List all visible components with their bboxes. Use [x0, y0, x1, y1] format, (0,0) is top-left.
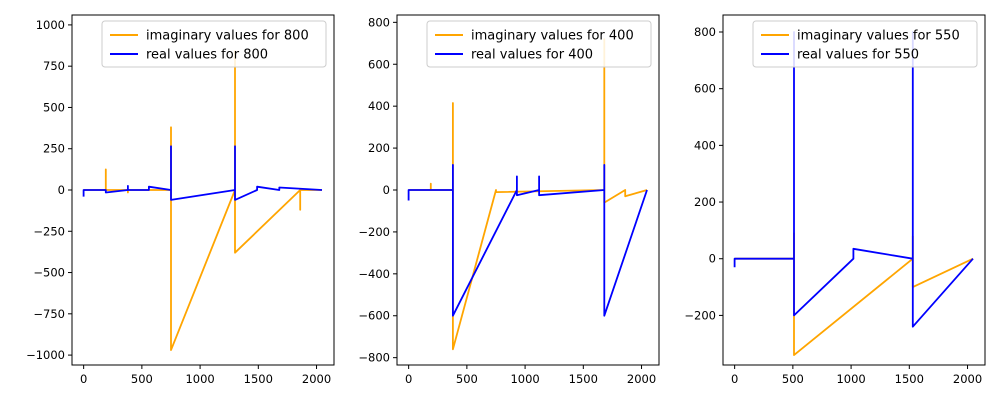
y-tick-label: −800	[358, 351, 390, 365]
legend-label: real values for 400	[471, 48, 593, 63]
y-tick-label: 800	[694, 25, 716, 39]
legend-box	[101, 20, 327, 68]
series-line-real	[82, 145, 323, 201]
legend-box	[426, 20, 652, 68]
legend: imaginary values for 800 real values for …	[101, 20, 327, 68]
axes-frame	[722, 14, 986, 366]
legend-label: real values for 800	[146, 48, 268, 63]
legend: imaginary values for 550 real values for …	[752, 20, 978, 68]
x-tick-label: 0	[731, 372, 738, 386]
y-tick-label: 1000	[36, 18, 65, 32]
plot-area	[82, 50, 323, 352]
chart-panel-3: 0 500 1000 1500 2000 −200 0 200 400 600 800 imagina…	[684, 14, 986, 386]
legend-label: imaginary values for 800	[146, 29, 309, 44]
y-tick-label: 750	[43, 59, 65, 73]
y-tick-label: 500	[43, 100, 65, 114]
chart-panel-1: 0 500 1000 1500 2000 −1000 −750 −500 −250 0 250 500…	[26, 14, 335, 386]
y-tick-label: 200	[368, 141, 390, 155]
series-line-real	[733, 31, 974, 328]
y-tick-label: 600	[368, 57, 390, 71]
x-tick-label: 0	[405, 372, 412, 386]
x-tick-label: 2000	[627, 372, 656, 386]
series-line-imaginary	[408, 38, 648, 351]
x-tick-label: 0	[80, 372, 87, 386]
x-tick-label: 1500	[569, 372, 598, 386]
y-tick-label: 400	[694, 138, 716, 152]
y-tick-label: 0	[383, 183, 390, 197]
y-tick-label: −250	[33, 224, 65, 238]
x-tick-label: 1000	[185, 372, 214, 386]
legend-box	[752, 20, 978, 68]
x-tick-label: 1000	[510, 372, 539, 386]
chart-panel-2: 0 500 1000 1500 2000 −800 −600 −400 −200 0 200 400 6…	[358, 14, 660, 386]
plot-area	[407, 38, 648, 351]
y-tick-label: −400	[358, 267, 390, 281]
y-tick-label: 400	[368, 99, 390, 113]
y-tick-label: −500	[33, 266, 65, 280]
y-tick-label: 250	[43, 142, 65, 156]
y-tick-label: 0	[58, 183, 65, 197]
x-tick-label: 2000	[302, 372, 331, 386]
y-tick-label: 0	[709, 252, 716, 266]
x-tick-label: 1500	[895, 372, 924, 386]
y-tick-label: −1000	[26, 348, 65, 362]
x-tick-label: 500	[131, 372, 153, 386]
legend-label: real values for 550	[797, 48, 919, 63]
y-tick-label: −200	[358, 225, 390, 239]
y-tick-label: 800	[368, 15, 390, 29]
y-tick-label: 200	[694, 195, 716, 209]
plot-area	[733, 31, 974, 357]
x-tick-label: 1000	[836, 372, 865, 386]
series-line-imaginary	[83, 50, 322, 352]
x-tick-label: 2000	[953, 372, 982, 386]
x-tick-label: 500	[456, 372, 478, 386]
x-tick-label: 500	[782, 372, 804, 386]
y-tick-label: −750	[33, 307, 65, 321]
x-tick-label: 1500	[244, 372, 273, 386]
series-line-real	[407, 163, 648, 317]
legend-label: imaginary values for 400	[471, 29, 634, 44]
y-tick-label: −600	[358, 309, 390, 323]
legend-label: imaginary values for 550	[797, 29, 960, 44]
y-tick-label: 600	[694, 82, 716, 96]
legend: imaginary values for 400 real values for …	[426, 20, 652, 68]
y-tick-label: −200	[684, 308, 716, 322]
